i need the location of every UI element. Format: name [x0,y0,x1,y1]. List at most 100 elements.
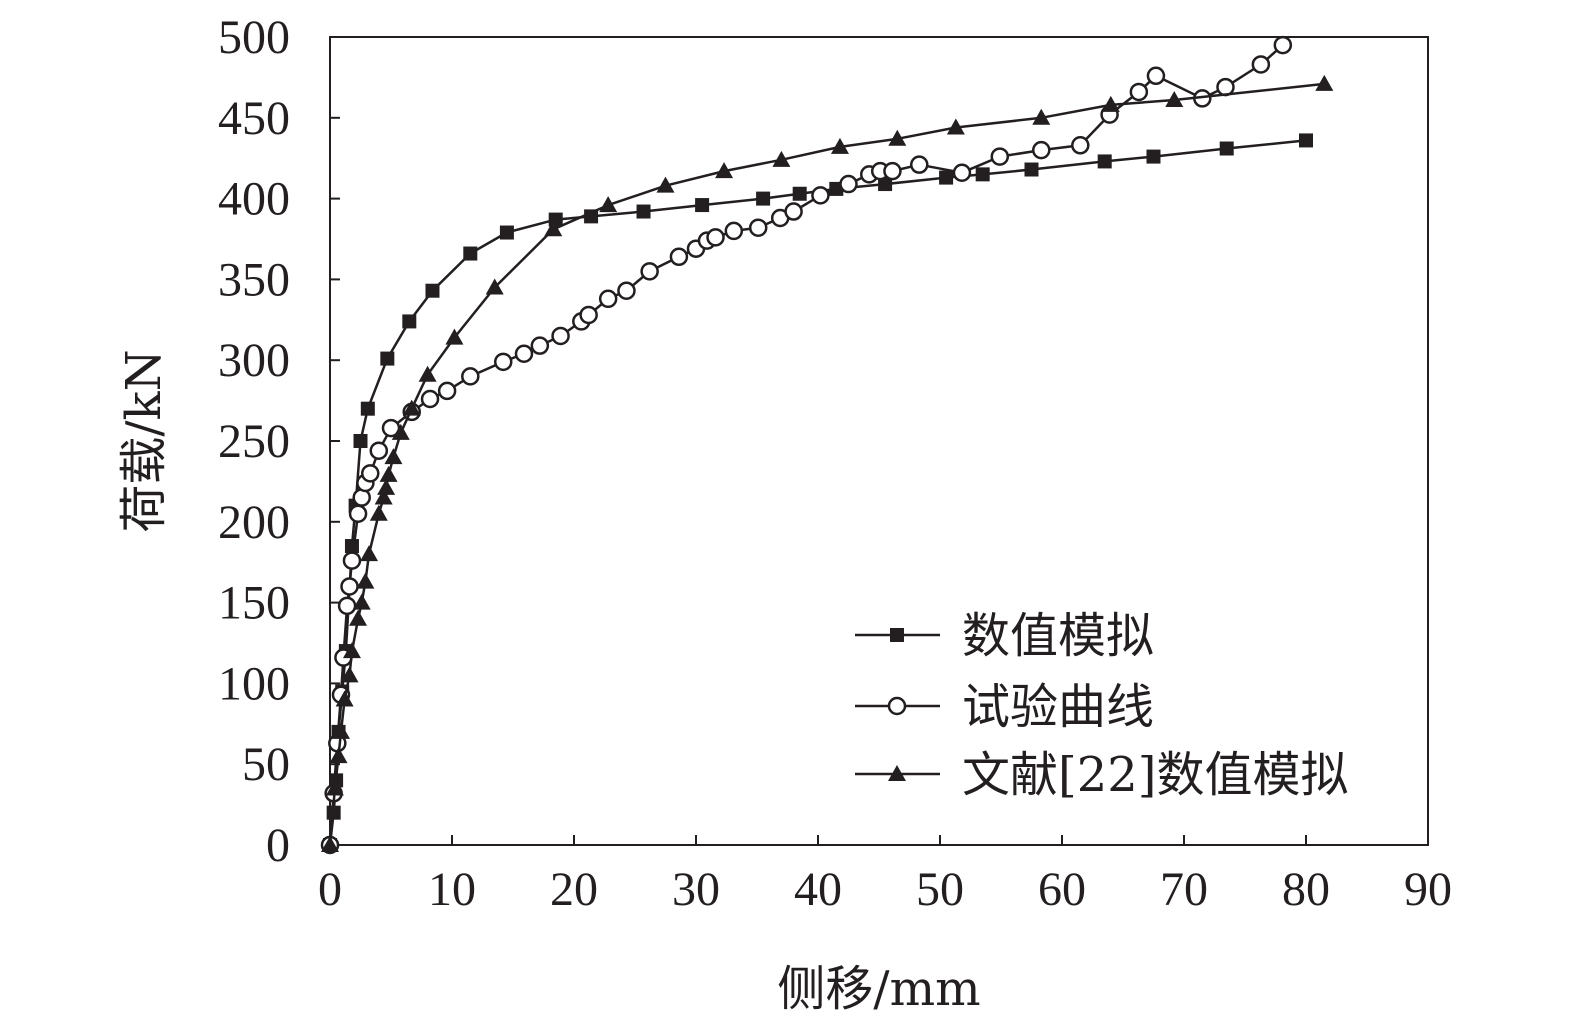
legend-label: 数值模拟 [962,608,1154,664]
data-point [1129,82,1149,102]
data-point [636,204,651,219]
data-point [1024,162,1039,177]
data-point [784,202,803,221]
data-point [990,147,1010,166]
data-point [1146,149,1161,164]
data-point [485,278,504,295]
x-tick-label: 70 [1160,863,1208,916]
y-tick-label: 250 [218,415,290,468]
data-point [1032,108,1051,125]
y-tick-label: 350 [218,253,290,306]
data-point [544,220,563,237]
data-point [952,163,972,182]
data-point [420,389,440,409]
x-axis: 0 10 20 30 40 50 60 70 80 90 [318,835,1452,916]
data-point [669,247,689,267]
data-point [656,176,675,193]
y-axis-title: 荷载/kN [116,349,172,532]
y-tick-label: 0 [266,819,290,872]
data-point [445,328,464,345]
data-point [772,150,791,167]
y-axis: 0 50 100 150 200 250 300 350 400 450 500 [218,11,340,872]
data-point [379,465,398,482]
x-tick-label: 90 [1404,863,1452,916]
data-point [461,367,480,386]
data-point [360,545,379,562]
plot-frame [329,36,1429,846]
data-point [342,642,361,659]
x-tick-label: 20 [550,863,598,916]
data-point [344,539,359,554]
legend-marker [887,696,907,716]
data-point [340,666,359,683]
data-point [348,504,368,523]
data-point [530,336,550,355]
series-ref22-numerical-sim [321,74,1334,852]
data-point [1071,136,1090,155]
data-point [352,593,371,610]
y-tick-label: 500 [218,11,290,64]
data-point [939,170,954,185]
data-point [402,399,421,416]
data-point [391,423,410,440]
data-point [463,246,478,261]
data-point [598,289,618,309]
data-point [811,186,830,205]
data-point [1251,55,1271,74]
data-point [579,305,598,325]
data-point [910,155,929,174]
data-point [353,434,368,448]
data-point [337,596,357,616]
data-point [331,722,350,739]
data-point [356,572,375,589]
y-tick-label: 50 [242,738,290,791]
data-point [946,118,965,135]
data-point [551,326,570,346]
data-point [384,448,403,465]
y-tick-label: 150 [218,577,290,630]
data-point [640,262,659,281]
data-point [839,174,858,194]
data-point [360,401,375,416]
data-point [325,779,344,796]
data-point [756,191,771,206]
x-tick-label: 30 [672,863,720,916]
data-point [437,381,457,401]
data-point [361,464,380,483]
legend-item-numerical-sim: 数值模拟 [855,608,1154,664]
x-tick-label: 40 [794,863,842,916]
data-point [499,225,514,240]
data-point [888,129,907,146]
data-point [706,228,725,247]
legend-item-test-curve: 试验曲线 [855,679,1154,735]
data-point [340,577,359,596]
data-point [1165,91,1184,108]
data-point [1146,66,1166,86]
data-point [369,504,388,521]
legend-label: 文献[22]数值模拟 [962,747,1349,803]
data-point [514,344,534,363]
data-point [402,314,417,329]
y-tick-label: 100 [218,657,290,710]
x-tick-label: 0 [318,863,342,916]
data-point [1219,141,1234,156]
series-layer [320,35,1334,855]
data-point [548,212,563,227]
series-line-numerical-sim [328,139,1307,846]
y-tick-label: 200 [218,496,290,549]
data-point [975,167,990,182]
data-point [377,478,396,495]
data-point [792,186,807,201]
data-point [1101,95,1120,112]
x-tick-label: 60 [1038,863,1086,916]
data-point [349,609,368,626]
x-tick-label: 80 [1282,863,1330,916]
legend-label: 试验曲线 [962,679,1154,735]
data-point [1097,154,1112,169]
data-point [748,218,768,237]
data-point [380,351,395,366]
legend-marker [890,628,904,642]
data-point [418,365,437,382]
